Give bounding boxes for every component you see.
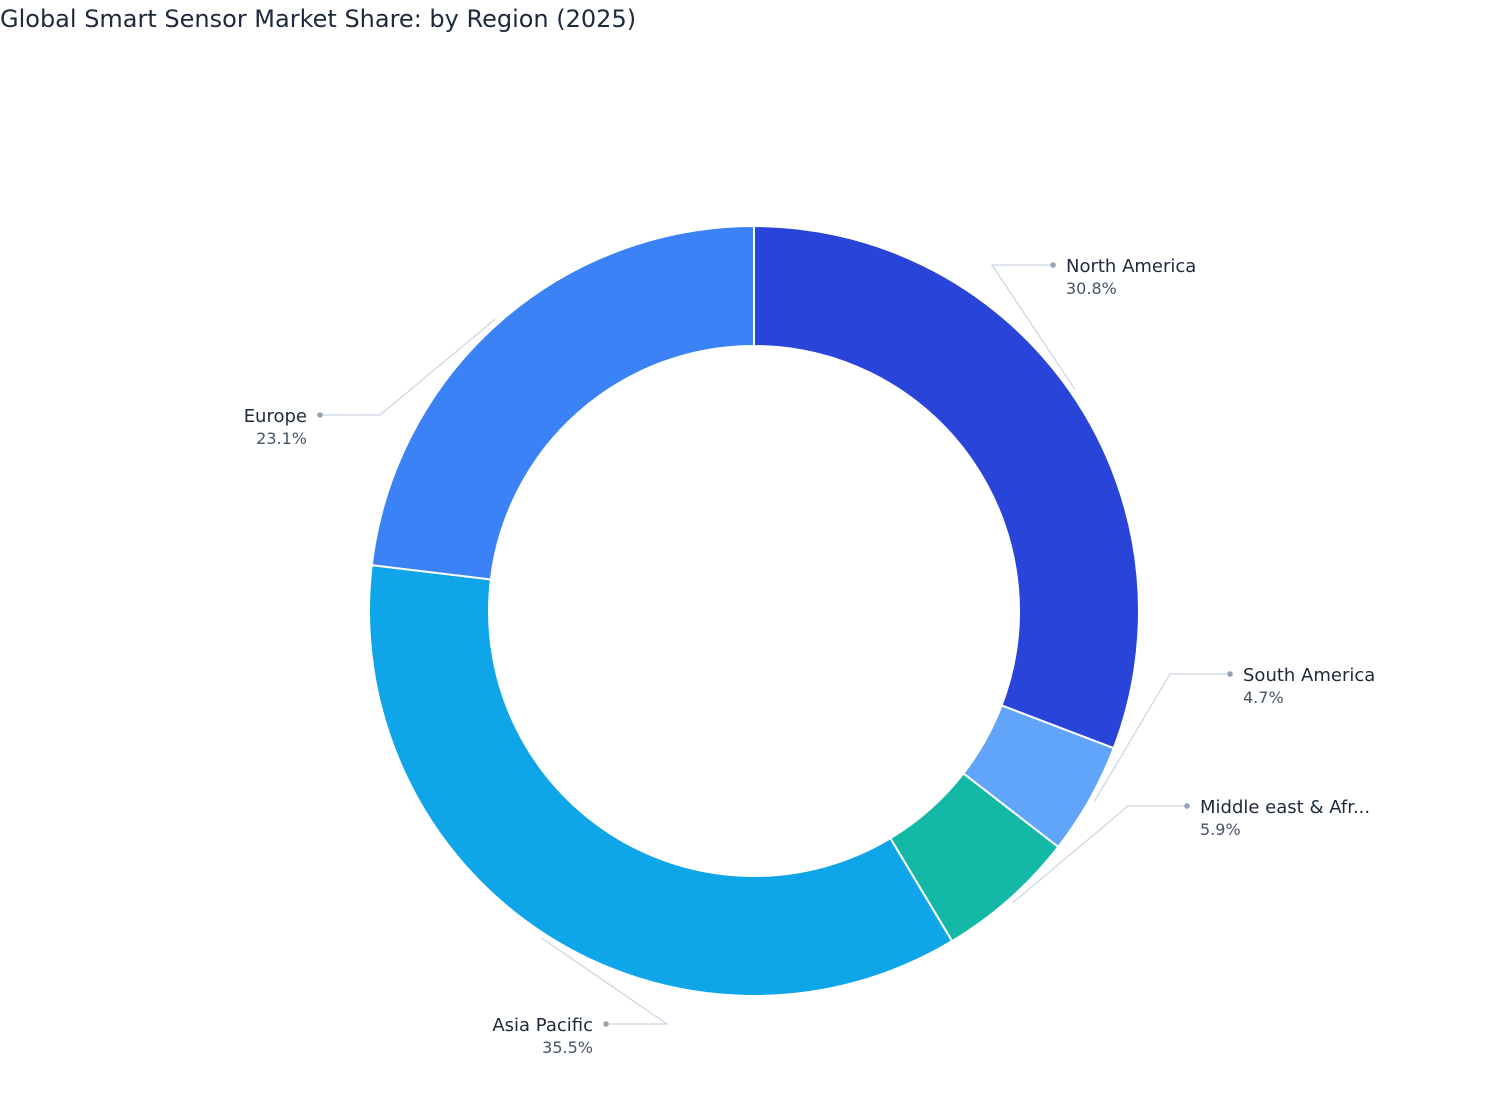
label-name-south-america: South America (1243, 665, 1375, 686)
labels-group: North America 30.8% South America 4.7% Middl… (244, 256, 1376, 1057)
leader-line-asia-pacific (541, 937, 669, 1025)
slice-europe[interactable] (370, 224, 755, 581)
leader-dot-asia-pacific (603, 1021, 609, 1027)
leader-dot-middle-east-and-africa (1184, 803, 1190, 809)
chart-title: Global Smart Sensor Market Share: by Reg… (0, 5, 637, 33)
label-value-south-america: 4.7% (1243, 688, 1284, 707)
leader-dot-south-america (1227, 671, 1233, 677)
label-name-asia-pacific: Asia Pacific (492, 1015, 593, 1036)
leader-line-south-america (1093, 673, 1230, 803)
label-name-middle-east-and-africa: Middle east & Afr... (1200, 797, 1370, 818)
leader-line-north-america (990, 264, 1076, 391)
leader-dot-europe (317, 412, 323, 418)
slice-north-america[interactable] (753, 224, 1140, 750)
label-value-europe: 23.1% (256, 429, 307, 448)
leader-line-europe (320, 318, 496, 416)
slices-group (368, 224, 1140, 997)
label-name-north-america: North America (1066, 256, 1196, 277)
label-value-middle-east-and-africa: 5.9% (1200, 820, 1241, 839)
slice-asia-pacific[interactable] (368, 564, 954, 997)
label-value-north-america: 30.8% (1066, 279, 1117, 298)
label-name-europe: Europe (244, 406, 307, 427)
leader-dot-north-america (1050, 262, 1056, 268)
leader-line-middle-east-and-africa (1012, 805, 1187, 904)
label-value-asia-pacific: 35.5% (542, 1038, 593, 1057)
